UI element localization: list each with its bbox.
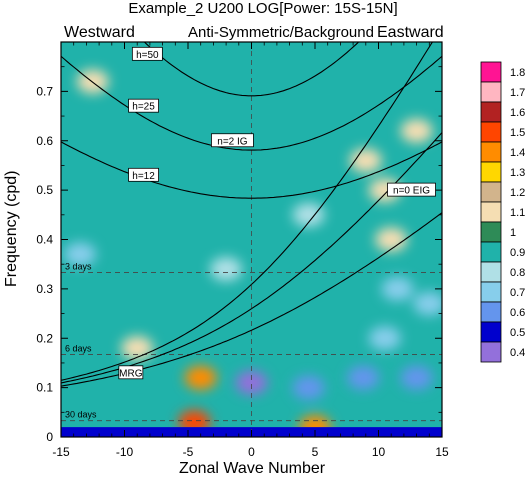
colorbar-swatch: [481, 162, 501, 182]
colorbar-swatch: [481, 182, 501, 202]
colorbar-label: 1: [510, 227, 516, 239]
curve-label: h=50: [136, 50, 159, 61]
colorbar-label: 1.2: [510, 187, 525, 199]
x-tick-label: 0: [248, 445, 255, 459]
x-tick-label: -5: [183, 445, 194, 459]
x-tick-label: 10: [372, 445, 386, 459]
y-tick-label: 0.2: [36, 331, 53, 345]
colorbar-swatch: [481, 262, 501, 282]
curve-label: h=25: [132, 102, 155, 113]
colorbar-label: 1.4: [510, 147, 525, 159]
y-tick-label: 0.6: [36, 134, 53, 148]
colorbar-swatch: [481, 102, 501, 122]
period-label: 6 days: [65, 344, 92, 354]
colorbar-swatch: [481, 242, 501, 262]
colorbar-swatch: [481, 122, 501, 142]
colorbar-label: 1.6: [510, 107, 525, 119]
y-tick-label: 0.7: [36, 84, 53, 98]
colorbar-label: 0.9: [510, 247, 525, 259]
field-anomaly: [347, 366, 379, 390]
field-anomaly: [401, 366, 433, 390]
x-tick-label: 5: [312, 445, 319, 459]
y-tick-label: 0: [46, 430, 53, 444]
colorbar-swatch: [481, 142, 501, 162]
colorbar-swatch: [481, 342, 501, 362]
x-tick-label: 15: [435, 445, 449, 459]
field-anomaly: [293, 203, 325, 227]
y-tick-label: 0.3: [36, 282, 53, 296]
field-anomaly: [210, 257, 242, 281]
colorbar-label: 0.6: [510, 307, 525, 319]
colorbar-label: 1.8: [510, 67, 525, 79]
curve-label: n=0 EIG: [393, 186, 430, 197]
colorbar-swatch: [481, 222, 501, 242]
colorbar-swatch: [481, 82, 501, 102]
field-anomaly: [185, 366, 217, 390]
colorbar-swatch: [481, 282, 501, 302]
colorbar-label: 0.7: [510, 287, 525, 299]
curve-label: h=12: [132, 171, 155, 182]
colorbar-label: 0.4: [510, 347, 525, 359]
field-anomaly: [236, 371, 268, 395]
y-tick-label: 0.5: [36, 183, 53, 197]
field-anomaly: [293, 376, 325, 400]
y-tick-label: 0.4: [36, 233, 53, 247]
curve-label: MRG: [119, 368, 143, 379]
colorbar-swatch: [481, 202, 501, 222]
curve-label: n=2 IG: [217, 136, 248, 147]
field-anomaly: [121, 336, 153, 360]
y-tick-label: 0.1: [36, 381, 53, 395]
colorbar-swatch: [481, 302, 501, 322]
x-tick-label: -15: [52, 445, 70, 459]
x-tick-label: -10: [116, 445, 134, 459]
field-anomaly: [369, 326, 401, 350]
colorbar-label: 1.7: [510, 87, 525, 99]
colorbar-label: 1.1: [510, 207, 525, 219]
colorbar-label: 0.8: [510, 267, 525, 279]
colorbar-label: 0.5: [510, 327, 525, 339]
colorbar-swatch: [481, 62, 501, 82]
colorbar-label: 1.3: [510, 167, 525, 179]
colorbar-swatch: [481, 322, 501, 342]
field-anomaly: [375, 228, 407, 252]
field-anomaly: [413, 292, 445, 316]
colorbar-label: 1.5: [510, 127, 525, 139]
period-label: 30 days: [65, 410, 97, 420]
period-label: 3 days: [65, 262, 92, 272]
field-anomaly: [401, 119, 433, 143]
field-anomaly: [382, 277, 414, 301]
